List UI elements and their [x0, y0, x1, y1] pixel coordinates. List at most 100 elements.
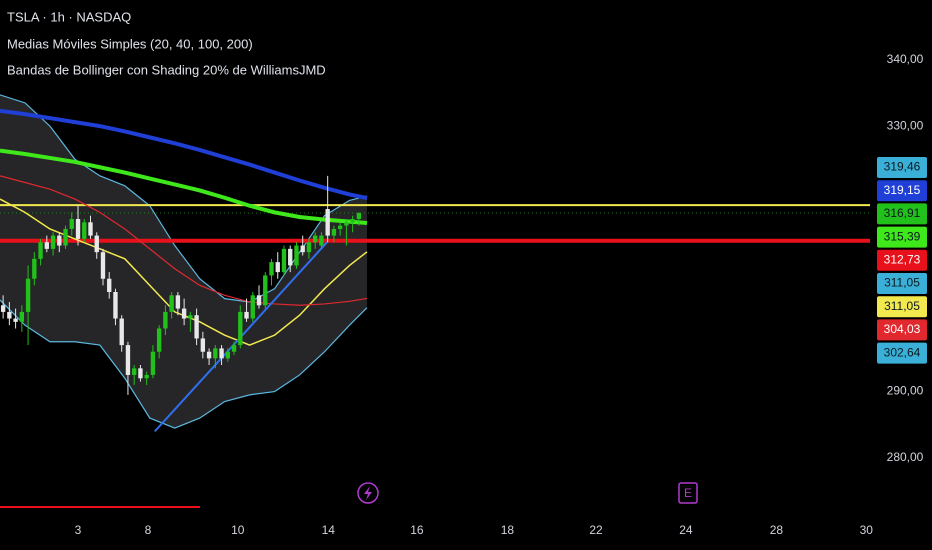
price-label-box	[877, 342, 927, 364]
band-fill	[0, 94, 367, 429]
moving-average	[0, 148, 368, 226]
x-tick-label: 30	[860, 523, 874, 537]
candle-body	[250, 295, 255, 319]
y-tick-label: 340,00	[887, 52, 924, 66]
band-line	[0, 299, 368, 429]
candle-body	[231, 345, 237, 352]
price-label: 302,64	[884, 345, 921, 359]
candle-body	[300, 245, 305, 253]
candle-body	[113, 292, 118, 319]
candle-body	[69, 219, 74, 229]
x-tick-label: 3	[75, 523, 82, 537]
price-label-box	[877, 156, 927, 178]
price-label-box	[877, 180, 927, 202]
candle-body	[238, 311, 243, 346]
price-label-box	[877, 319, 927, 341]
price-label: 319,46	[884, 160, 921, 174]
candle-body	[181, 308, 187, 319]
price-label-box	[877, 272, 927, 294]
candle-body	[75, 219, 81, 239]
x-tick-label: 14	[322, 523, 336, 537]
candle-body	[281, 248, 287, 273]
candle-body	[19, 311, 25, 322]
candle-body	[337, 225, 343, 229]
candle-body	[156, 328, 162, 352]
candle-body	[7, 311, 12, 319]
indicator-title: Bandas de Bollinger con Shading 20% de W…	[7, 62, 326, 77]
candle-body	[132, 368, 137, 375]
candle-body	[82, 222, 87, 239]
candle-body	[188, 315, 193, 319]
candle-body	[169, 295, 174, 312]
candle-body	[107, 278, 112, 292]
chart-title: TSLA · 1h · NASDAQ	[7, 9, 131, 24]
candle-body	[144, 374, 149, 379]
plot-area	[0, 94, 870, 433]
candle-body	[325, 209, 330, 236]
price-label-box	[877, 249, 927, 271]
candle-body	[194, 315, 199, 339]
candle-body	[119, 318, 124, 346]
y-tick-label: 280,00	[887, 450, 924, 464]
y-tick-label: 290,00	[887, 384, 924, 398]
candle-body	[263, 275, 268, 306]
candle-body	[200, 338, 206, 352]
candle-body	[313, 235, 318, 243]
candle-body	[94, 235, 99, 253]
candle-body	[44, 242, 49, 249]
price-label: 319,15	[884, 183, 921, 197]
earnings-icon[interactable]	[678, 482, 698, 504]
candle-body	[125, 345, 131, 375]
candle-body	[138, 368, 143, 379]
price-label: 315,39	[884, 229, 921, 243]
candle-body	[206, 351, 212, 359]
candle-body	[213, 348, 218, 359]
candle-body	[306, 242, 312, 253]
price-label: 312,73	[884, 252, 921, 266]
x-tick-label: 10	[231, 523, 245, 537]
lightning-icon	[364, 486, 372, 500]
price-label-box	[877, 203, 927, 225]
candle-body	[150, 351, 156, 375]
dividend-icon[interactable]	[357, 482, 379, 504]
candle-body	[244, 311, 249, 319]
candle-body	[38, 242, 43, 259]
x-tick-label: 8	[145, 523, 152, 537]
band-line	[0, 94, 368, 303]
moving-average	[0, 175, 368, 306]
candle-body	[13, 318, 18, 322]
candle-body	[350, 219, 355, 223]
x-tick-label: 18	[501, 523, 515, 537]
candle-body	[356, 212, 362, 219]
price-label: 304,03	[884, 322, 921, 336]
candle-body	[0, 305, 6, 312]
candle-body	[63, 228, 68, 246]
candle-body	[50, 235, 56, 249]
candle-body	[225, 351, 230, 359]
price-label: 311,05	[884, 276, 920, 290]
candle-body	[294, 245, 299, 266]
candle-body	[256, 295, 262, 306]
candle-body	[25, 278, 31, 312]
candle-body	[269, 262, 274, 276]
candle-body	[32, 258, 37, 279]
candle-body	[175, 295, 181, 309]
candle-body	[275, 262, 280, 273]
moving-average	[0, 198, 368, 346]
candle-body	[100, 252, 106, 279]
candle-body	[88, 222, 93, 236]
y-tick-label: 330,00	[887, 118, 924, 132]
x-tick-label: 28	[770, 523, 784, 537]
x-tick-label: 24	[679, 523, 693, 537]
x-tick-label: 16	[410, 523, 424, 537]
earnings-letter: E	[684, 486, 692, 500]
price-label: 311,05	[884, 299, 920, 313]
candle-body	[219, 348, 224, 359]
moving-average	[0, 108, 368, 201]
candle-body	[288, 248, 293, 266]
candle-body	[331, 228, 337, 236]
x-tick-label: 22	[589, 523, 603, 537]
price-label: 316,91	[884, 206, 921, 220]
price-label-box	[877, 226, 927, 248]
